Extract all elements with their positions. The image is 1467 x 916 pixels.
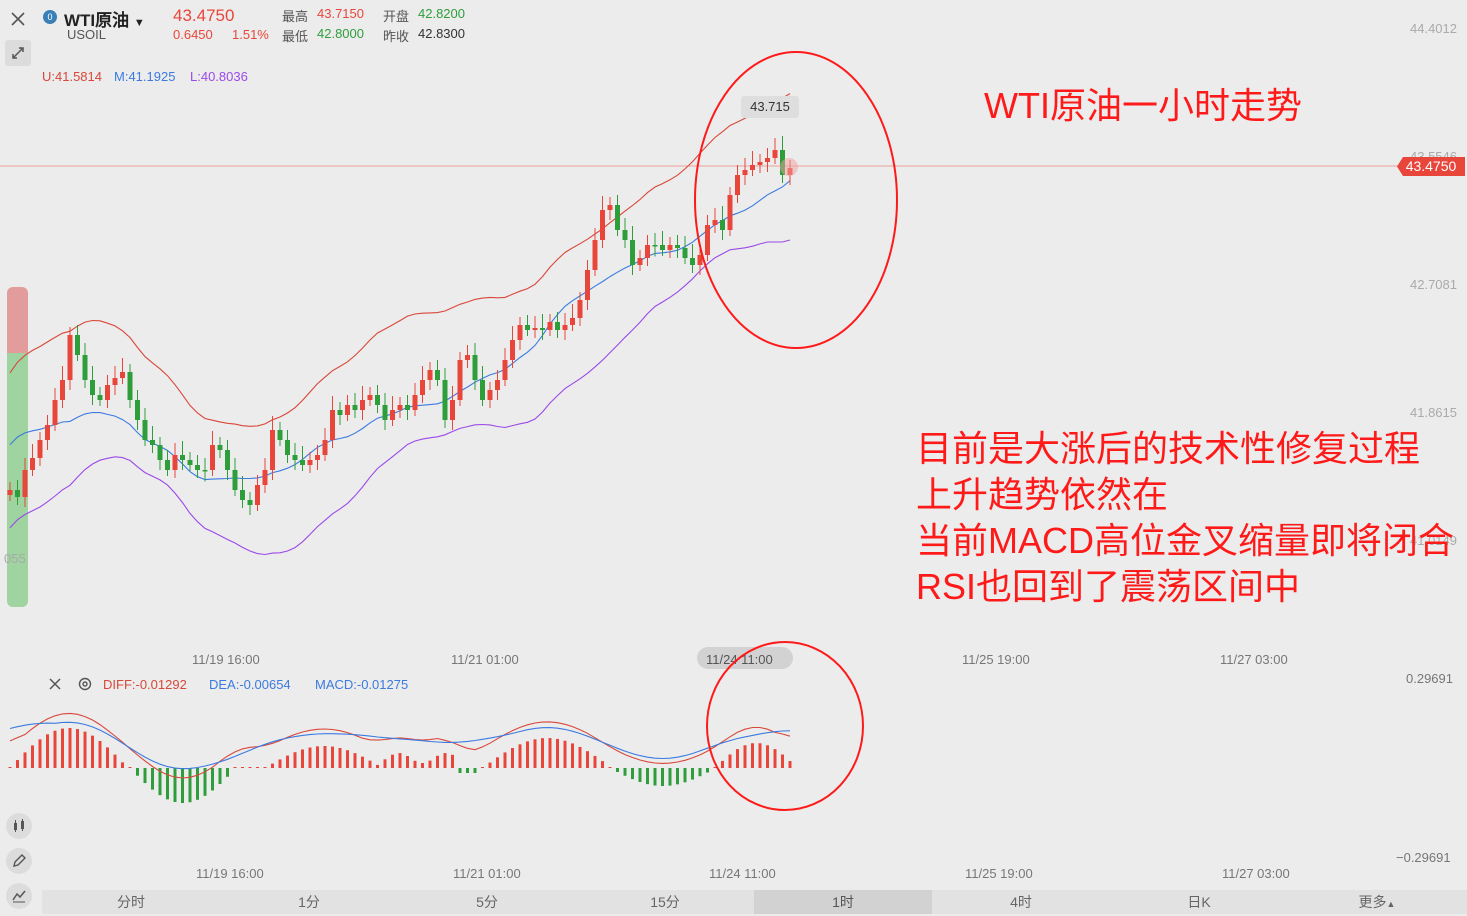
price-chart[interactable] xyxy=(0,0,1467,640)
boll-upper: U:41.5814 xyxy=(42,69,102,84)
time-label-lower: 11/24 11:00 xyxy=(709,866,776,881)
symbol-code: USOIL xyxy=(67,27,107,42)
symbol-name[interactable]: WTI原油 ▼ xyxy=(64,6,145,31)
annotation-line: RSI也回到了震荡区间中 xyxy=(916,566,1301,607)
tab-more[interactable]: 更多▲ xyxy=(1288,890,1466,914)
close-icon xyxy=(49,678,61,690)
time-label-lower: 11/25 19:00 xyxy=(965,866,1033,881)
close-icon xyxy=(11,12,25,26)
low-value: 42.8000 xyxy=(317,26,364,41)
crosshair-icon xyxy=(12,47,24,59)
price-tick-partial: 055 xyxy=(4,551,26,566)
tab-daily[interactable]: 日K xyxy=(1187,894,1211,910)
time-label: 11/19 16:00 xyxy=(192,652,260,667)
time-label-lower: 11/19 16:00 xyxy=(196,866,264,881)
high-label: 最高 xyxy=(282,9,309,24)
annotation-line: 目前是大涨后的技术性修复过程 xyxy=(916,428,1421,469)
price-tick: 41.0149 xyxy=(1410,533,1457,548)
highlight-ellipse-macd xyxy=(706,641,864,811)
macd-dea: DEA:-0.00654 xyxy=(209,677,291,692)
open-label: 开盘 xyxy=(383,9,410,24)
price-tick: 44.4012 xyxy=(1410,21,1457,36)
boll-mid: M:41.1925 xyxy=(114,69,176,84)
tab-15min[interactable]: 15分 xyxy=(650,894,680,910)
price-tick: 42.7081 xyxy=(1410,277,1457,292)
indicator-button[interactable] xyxy=(6,883,32,909)
chevron-down-icon: ▼ xyxy=(133,17,145,29)
draw-tool-button[interactable] xyxy=(6,848,32,874)
current-price-text: 43.4750 xyxy=(1405,158,1457,174)
current-price-tag: 43.4750 xyxy=(1397,157,1465,176)
high-marker-tooltip: 43.715 xyxy=(741,96,799,118)
time-label: 11/27 03:00 xyxy=(1220,652,1288,667)
tab-minute-line[interactable]: 分时 xyxy=(117,894,145,910)
tab-1min[interactable]: 1分 xyxy=(298,894,320,910)
tab-more-label: 更多 xyxy=(1358,894,1387,910)
annotation-line: 上升趋势依然在 xyxy=(916,474,1169,515)
annotation-line: 当前MACD高位金叉缩量即将闭合 xyxy=(916,520,1454,561)
boll-lower: L:40.8036 xyxy=(190,69,248,84)
last-price: 43.4750 xyxy=(173,6,235,25)
prev-close-value: 42.8300 xyxy=(418,26,465,41)
price-change-pct: 1.51% xyxy=(232,27,269,42)
macd-axis-bottom: −0.29691 xyxy=(1396,850,1451,865)
low-label: 最低 xyxy=(282,29,309,44)
pen-icon xyxy=(13,854,26,867)
symbol-badge: 0 xyxy=(43,10,57,24)
close-indicator-button[interactable] xyxy=(42,671,68,697)
caret-up-icon: ▲ xyxy=(1386,899,1396,909)
time-label-lower: 11/27 03:00 xyxy=(1222,866,1290,881)
time-label-highlight xyxy=(697,647,793,669)
high-value: 43.7150 xyxy=(317,6,364,21)
open-value: 42.8200 xyxy=(418,6,465,21)
candlestick-icon xyxy=(14,819,24,832)
macd-macd: MACD:-0.01275 xyxy=(315,677,409,692)
price-tick: 41.8615 xyxy=(1410,405,1457,420)
macd-chart[interactable] xyxy=(0,640,1467,870)
time-label: 11/24 11:00 xyxy=(706,652,773,667)
close-chart-button[interactable] xyxy=(5,6,31,32)
price-change: 0.6450 xyxy=(173,27,213,42)
time-label-lower: 11/21 01:00 xyxy=(453,866,521,881)
time-label: 11/21 01:00 xyxy=(451,652,519,667)
indicator-settings-button[interactable] xyxy=(72,671,98,697)
tab-4hour[interactable]: 4时 xyxy=(1010,894,1032,910)
prev-close-label: 昨收 xyxy=(383,29,410,44)
crosshair-button[interactable] xyxy=(5,40,31,66)
indicator-icon xyxy=(12,890,26,903)
chart-type-button[interactable] xyxy=(6,813,32,839)
symbol-name-text: WTI原油 xyxy=(64,11,130,30)
macd-diff: DIFF:-0.01292 xyxy=(103,677,187,692)
gear-icon xyxy=(78,677,92,691)
annotation-title: WTI原油一小时走势 xyxy=(984,85,1302,126)
time-label: 11/25 19:00 xyxy=(962,652,1030,667)
high-marker-text: 43.715 xyxy=(750,99,790,114)
macd-axis-top: 0.29691 xyxy=(1406,671,1453,686)
tab-1hour[interactable]: 1时 xyxy=(754,890,932,914)
tab-5min[interactable]: 5分 xyxy=(476,894,498,910)
highlight-ellipse-price xyxy=(694,51,898,349)
